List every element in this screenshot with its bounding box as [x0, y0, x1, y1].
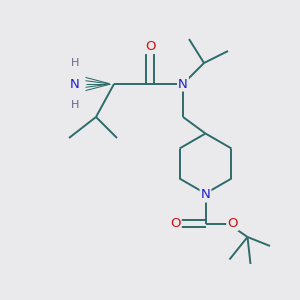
Text: O: O: [227, 217, 238, 230]
Text: N: N: [201, 188, 210, 202]
Text: H: H: [71, 58, 79, 68]
Text: N: N: [178, 77, 188, 91]
Text: N: N: [70, 77, 80, 91]
Text: H: H: [71, 100, 79, 110]
Text: O: O: [170, 217, 181, 230]
Text: O: O: [145, 40, 155, 53]
